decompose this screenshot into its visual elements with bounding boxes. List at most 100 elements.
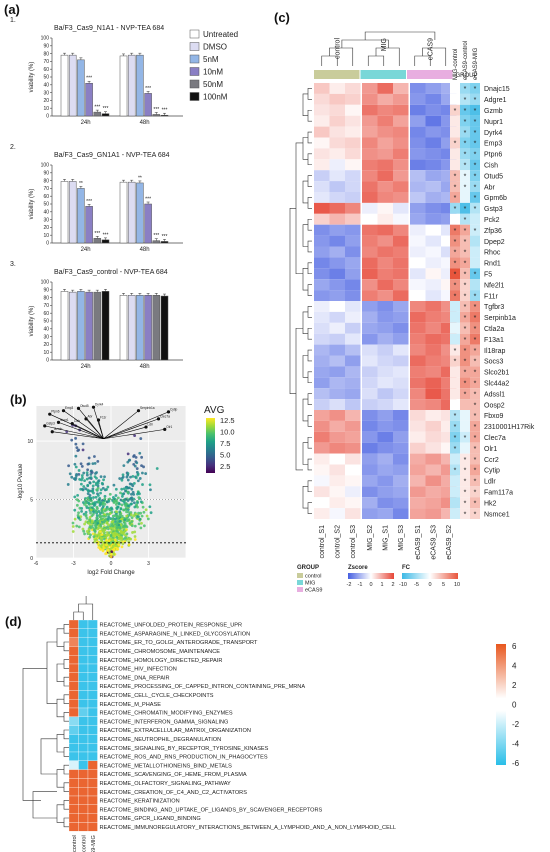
heatmap-cell — [393, 464, 409, 476]
data-point — [90, 471, 94, 474]
heatmap-cell — [441, 246, 457, 258]
data-point — [75, 503, 79, 507]
fc-cell — [470, 464, 480, 476]
fc-significance: * — [474, 348, 477, 355]
fc-significance: * — [464, 261, 467, 268]
heatmap-cell — [314, 213, 330, 225]
heatmap-cell — [345, 213, 361, 225]
data-point — [93, 521, 97, 524]
heatmap-cell — [345, 497, 361, 509]
heatmap-cell — [393, 257, 409, 269]
pathway-label: REACTOME_OLFACTORY_SIGNALING_PATHWAY — [100, 781, 232, 787]
legend-zscore-tick: 1 — [380, 582, 383, 588]
heatmap-cell — [87, 751, 98, 761]
data-point — [132, 497, 136, 501]
heatmap-cell — [314, 268, 330, 280]
heatmap-cell — [410, 322, 426, 334]
heatmap-cell — [362, 137, 378, 149]
pathway-label: REACTOME_INTERFERON_GAMMA_SIGNALING — [100, 719, 229, 725]
legend-label: DMSO — [203, 43, 227, 52]
fc-cell — [460, 431, 470, 443]
y-tick-label: 90 — [43, 171, 49, 177]
bar — [60, 54, 69, 117]
legend-tick-label: 5.0 — [220, 451, 230, 460]
heatmap-cell — [393, 344, 409, 356]
heatmap-cell — [345, 148, 361, 160]
data-point — [93, 462, 97, 465]
gene-label: Ptpn6 — [484, 152, 502, 159]
heatmap-cell — [393, 377, 409, 389]
heatmap-cell — [345, 246, 361, 258]
heatmap-cell — [410, 170, 426, 182]
fc-significance: * — [464, 108, 467, 115]
heatmap-cell — [345, 181, 361, 192]
heatmap-cell — [68, 655, 79, 665]
fc-significance: * — [464, 435, 467, 442]
data-point — [111, 495, 115, 499]
legend-zscore-tick: -1 — [358, 582, 363, 588]
fc-significance: * — [454, 206, 457, 213]
data-point — [79, 482, 83, 486]
y-tick-label: 10 — [43, 106, 49, 112]
data-point — [142, 510, 146, 514]
data-point — [73, 462, 77, 466]
heatmap-cell — [425, 93, 441, 105]
significance-label: *** — [145, 86, 151, 92]
fc-cell — [470, 181, 480, 192]
fc-significance: * — [474, 228, 477, 235]
heatmap-cell — [345, 83, 361, 94]
heatmap-cell — [377, 159, 393, 171]
data-point — [75, 473, 78, 476]
heatmap-cell — [345, 453, 361, 465]
gene-label: Gstp3 — [484, 206, 503, 213]
heatmap-cell — [410, 290, 426, 301]
legend-fc-tick: 5 — [442, 582, 445, 588]
highlighted-label: Ldlr — [148, 423, 154, 427]
x-tick-label: 0 — [110, 561, 113, 567]
data-point — [98, 502, 102, 506]
gene-label: Hk2 — [484, 500, 497, 507]
heatmap-cell — [425, 170, 441, 182]
heatmap-cell — [393, 93, 409, 105]
fc-cell — [470, 442, 480, 454]
data-point — [103, 475, 106, 479]
heatmap-cell — [393, 301, 409, 312]
heatmap-cell — [362, 159, 378, 171]
pathway-label: REACTOME_CREATION_OF_C4_AND_C2_ACTIVATOR… — [100, 790, 248, 796]
leader-line — [103, 410, 139, 439]
heatmap-cell — [393, 486, 409, 498]
legend-label: 100nM — [203, 93, 228, 102]
heatmap-cell — [78, 760, 89, 770]
heatmap-cell — [410, 104, 426, 116]
heatmap-cell — [425, 410, 441, 421]
fc-cell — [450, 126, 460, 138]
column-dendrogram — [414, 47, 447, 66]
fc-cell — [470, 311, 480, 323]
pathway-label: REACTOME_SCAVENGING_OF_HEME_FROM_PLASMA — [100, 772, 247, 778]
fc-significance: * — [464, 119, 467, 126]
heatmap-cell — [362, 213, 378, 225]
data-point — [126, 499, 130, 502]
heatmap-cell — [314, 497, 330, 509]
legend-colorbar — [206, 418, 215, 473]
heatmap-cell — [314, 355, 330, 367]
fc-cell — [470, 366, 480, 378]
gene-label: 2310001H17Rik — [484, 424, 535, 431]
heatmap-cell — [410, 181, 426, 192]
heatmap-cell — [441, 279, 457, 291]
data-point — [76, 449, 80, 453]
fc-cell — [460, 497, 470, 509]
heatmap-cell — [314, 333, 330, 345]
fc-significance: * — [474, 446, 477, 453]
data-point — [84, 520, 88, 524]
fc-cell — [470, 399, 480, 410]
heatmap-cell — [441, 137, 457, 149]
gene-label: Tgfbr3 — [484, 304, 504, 311]
heatmap-cell — [329, 453, 345, 465]
data-point — [94, 495, 98, 499]
panel-letter-b: (b) — [10, 392, 27, 407]
heatmap-cell — [410, 301, 426, 312]
gene-label: Abr — [484, 184, 496, 191]
chart-title: Ba/F3_Cas9_N1A1 - NVP-TEA 684 — [54, 25, 164, 32]
